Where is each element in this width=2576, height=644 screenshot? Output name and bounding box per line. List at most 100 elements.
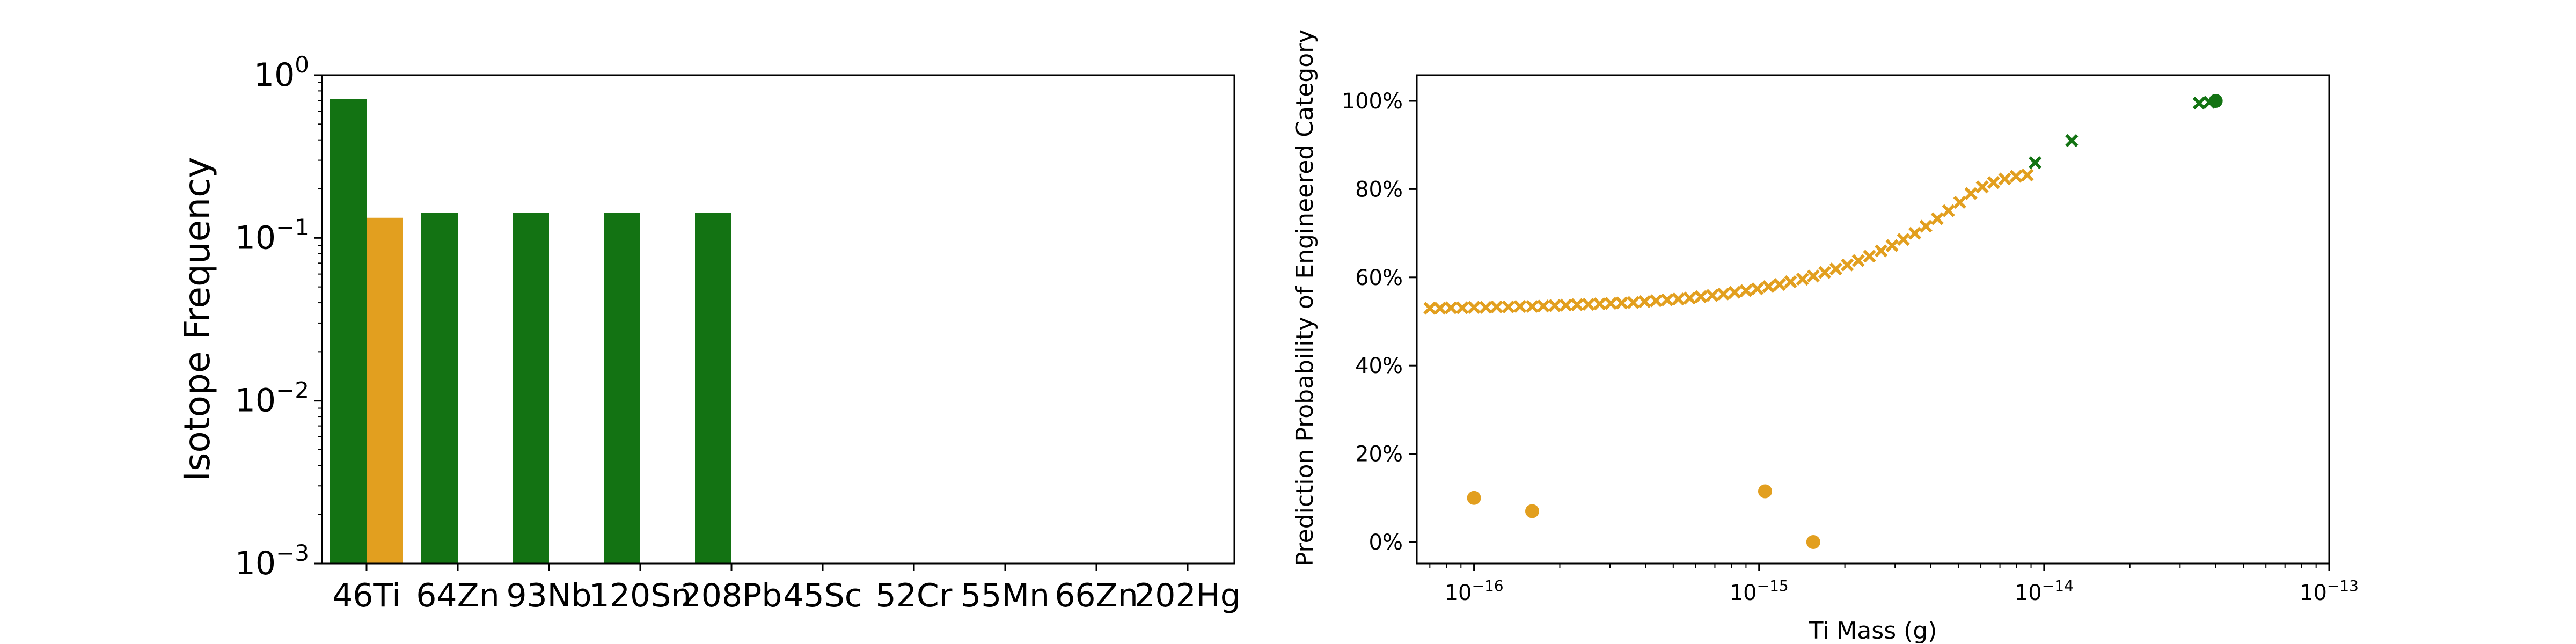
bar: [513, 213, 549, 564]
y-tick-label-base: 10: [235, 382, 276, 420]
y-tick-label-exponent: −3: [276, 540, 309, 566]
data-point: [1874, 244, 1888, 258]
data-point: [1706, 289, 1719, 302]
y-tick-label: 100: [254, 52, 309, 94]
data-point: [1818, 266, 1832, 279]
y-tick-label-exponent: −1: [276, 214, 309, 240]
bar: [695, 213, 731, 564]
data-point: [1717, 287, 1730, 301]
x-tick-label: 10−16: [1445, 577, 1504, 605]
bar: [367, 217, 403, 564]
y-tick-label-base: 10: [235, 545, 276, 582]
data-point: [1964, 187, 1978, 200]
x-tick-label: 55Mn: [961, 577, 1050, 614]
y-tick-label-exponent: 0: [295, 52, 309, 78]
data-point: [1908, 226, 1922, 240]
data-point: [1525, 504, 1539, 518]
data-point: [1739, 284, 1753, 297]
x-tick-label-base: 10: [1730, 581, 1757, 605]
x-tick-label: 52Cr: [876, 577, 953, 614]
data-point: [1467, 301, 1481, 314]
y-tick-label: 0%: [1369, 530, 1403, 555]
y-tick-label: 60%: [1355, 266, 1403, 290]
data-point: [1444, 301, 1458, 314]
x-tick-label: 10−14: [2015, 577, 2074, 605]
data-point: [1433, 302, 1447, 315]
x-tick-label: 208Pb: [681, 577, 782, 614]
y-tick-label: 100%: [1342, 89, 1403, 114]
x-tick-label-exponent: −15: [1757, 577, 1789, 595]
data-point: [1615, 296, 1629, 310]
x-tick-label: 66Zn: [1055, 577, 1138, 614]
data-point: [1467, 491, 1481, 505]
y-tick-label-base: 10: [254, 56, 295, 94]
data-point: [1694, 290, 1708, 304]
data-point: [1863, 250, 1876, 263]
x-tick-label-base: 10: [2015, 581, 2042, 605]
data-point: [1851, 254, 1865, 267]
data-point: [1683, 291, 1696, 305]
data-point: [1593, 297, 1606, 311]
y-tick-label: 10−3: [235, 540, 309, 582]
bar: [330, 99, 367, 564]
data-point: [1513, 299, 1527, 313]
x-tick-label-exponent: −13: [2327, 577, 2359, 595]
data-point: [1490, 300, 1503, 313]
data-point: [1455, 301, 1469, 314]
data-point: [1604, 297, 1618, 310]
y-tick-label: 10−1: [235, 214, 309, 257]
data-point: [1570, 298, 1584, 311]
x-tick-label: 120Sn: [589, 577, 692, 614]
data-point: [1942, 204, 1955, 217]
data-point: [1536, 299, 1550, 313]
x-tick-label-base: 10: [1445, 581, 1472, 605]
data-point: [1919, 219, 1933, 233]
y-tick-label: 40%: [1355, 354, 1403, 378]
data-point: [1998, 172, 2011, 186]
x-tick-label: 46Ti: [332, 577, 401, 614]
data-point: [1758, 484, 1772, 499]
data-point: [1479, 301, 1492, 314]
data-point: [1627, 296, 1640, 309]
data-point: [1897, 232, 1910, 246]
bar: [604, 213, 640, 564]
data-point: [1423, 302, 1437, 315]
x-tick-label-exponent: −16: [1472, 577, 1503, 595]
data-point: [2021, 168, 2034, 182]
y-tick-label: 80%: [1355, 177, 1403, 202]
data-point: [1975, 180, 1989, 194]
data-point: [1930, 212, 1944, 225]
y-tick-label-exponent: −2: [276, 377, 309, 403]
x-tick-label: 10−13: [2300, 577, 2359, 605]
y-axis-label: Isotope Frequency: [177, 157, 218, 482]
data-point: [1762, 280, 1775, 294]
x-tick-label: 45Sc: [783, 577, 862, 614]
data-point: [1728, 286, 1741, 299]
x-tick-label: 10−15: [1730, 577, 1789, 605]
x-tick-label: 93Nb: [506, 577, 591, 614]
data-point: [1784, 275, 1797, 289]
x-axis-label: Ti Mass (g): [1809, 617, 1937, 644]
data-point: [1751, 282, 1764, 296]
x-tick-label-base: 10: [2300, 581, 2327, 605]
y-axis-label: Prediction Probability of Engineered Cat…: [1291, 30, 1319, 567]
y-tick-label: 10−2: [235, 377, 309, 419]
data-point: [1649, 294, 1663, 308]
plot-frame: [321, 74, 1235, 565]
data-point: [1806, 269, 1820, 283]
data-point: [1987, 175, 2000, 189]
data-point: [2208, 94, 2223, 108]
data-point: [1548, 299, 1562, 312]
data-point: [1660, 293, 1674, 306]
data-point: [2009, 170, 2023, 183]
scatter-chart: 0%20%40%60%80%100%10−16 10−15 10−14 10−13Ti…: [1291, 30, 2359, 644]
data-point: [1502, 300, 1515, 313]
data-point: [1829, 262, 1842, 276]
data-point: [1885, 239, 1899, 252]
x-tick-label: 202Hg: [1135, 577, 1241, 614]
data-point: [1773, 277, 1787, 291]
data-point: [1525, 299, 1539, 313]
plot-frame: [1416, 74, 2330, 565]
bar: [421, 213, 458, 564]
